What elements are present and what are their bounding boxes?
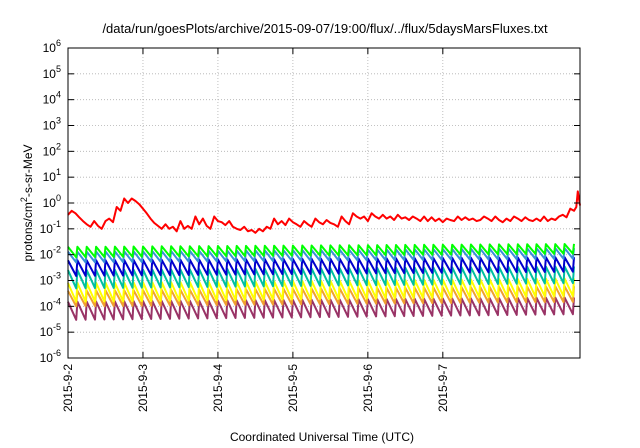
x-tick-label: 2015-9-4 — [211, 364, 225, 412]
series-line — [67, 243, 575, 259]
y-axis-label: protons/cm2-s-sr-MeV — [19, 144, 35, 261]
y-tick-label: 105 — [43, 64, 61, 81]
series — [67, 190, 581, 321]
y-tick-label: 10-5 — [40, 322, 61, 339]
y-tick-label: 10-1 — [40, 219, 61, 236]
y-tick-label: 10-3 — [40, 271, 61, 288]
x-tick-label: 2015-9-7 — [436, 364, 450, 412]
y-tick-label: 106 — [43, 38, 61, 55]
y-axis: 10-6 10-5 10-4 10-3 10-2 10-1 100 101 102 103 104 1… — [40, 38, 580, 365]
y-tick-label: 10-4 — [40, 296, 61, 313]
x-tick-label: 2015-9-3 — [136, 364, 150, 412]
y-tick-label: 104 — [43, 90, 61, 107]
y-tick-label: 100 — [43, 193, 61, 210]
y-tick-label: 103 — [43, 116, 61, 133]
chart-title: /data/run/goesPlots/archive/2015-09-07/1… — [102, 21, 548, 36]
y-tick-label: 101 — [43, 167, 61, 184]
y-tick-label: 10-6 — [40, 348, 61, 365]
x-tick-label: 2015-9-5 — [286, 364, 300, 412]
y-tick-label: 102 — [43, 141, 61, 158]
x-axis: 2015-9-2 2015-9-3 2015-9-4 2015-9-5 2015-9-6… — [61, 48, 450, 412]
grid — [68, 48, 580, 358]
x-tick-label: 2015-9-2 — [61, 364, 75, 412]
series-line — [67, 190, 581, 234]
y-tick-label: 10-2 — [40, 245, 61, 262]
x-tick-label: 2015-9-6 — [361, 364, 375, 412]
x-axis-label: Coordinated Universal Time (UTC) — [230, 430, 414, 444]
